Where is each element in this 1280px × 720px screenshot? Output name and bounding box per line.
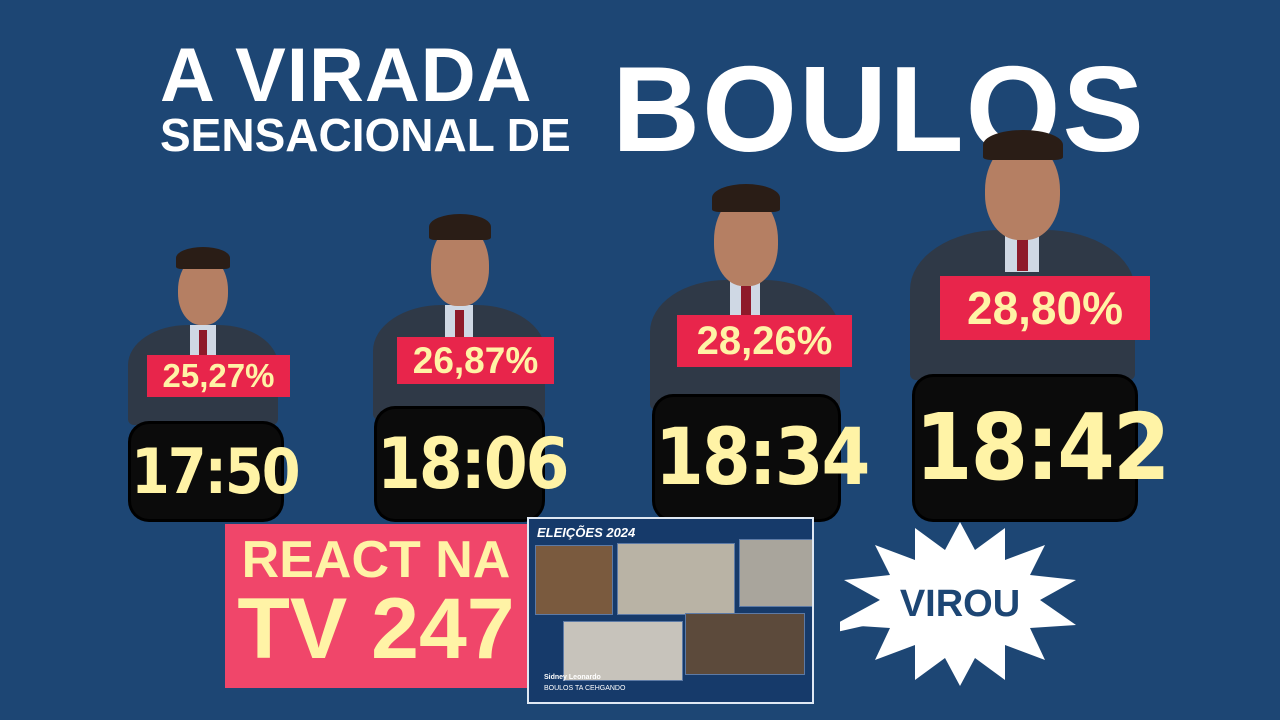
percent-badge-2: 26,87%: [397, 337, 554, 384]
percent-badge-1: 25,27%: [147, 355, 290, 397]
time-display-2: 18:06: [377, 409, 569, 519]
speaker-caption: BOULOS TA CEHGANDO: [544, 685, 626, 692]
participant-tile-1: [535, 545, 613, 615]
time-display-4: 18:42: [915, 377, 1170, 519]
candidate-photo-2: [373, 210, 545, 420]
burst-text: VIROU: [900, 583, 1020, 625]
participant-tile-5: [685, 613, 805, 675]
react-tv247-box: REACT NA TV 247: [225, 524, 527, 688]
participant-tile-2: [617, 543, 735, 615]
candidate-photo-3: [650, 180, 840, 410]
elections-banner: ELEIÇÕES 2024: [537, 525, 636, 540]
percent-badge-3: 28,26%: [677, 315, 852, 367]
starburst-shape: [844, 522, 1076, 686]
participant-tile-4: [563, 621, 683, 681]
video-call-screenshot: ELEIÇÕES 2024 Sidney Leonardo BOULOS TA …: [527, 517, 814, 704]
time-display-1: 17:50: [131, 424, 301, 519]
headline-line1: A VIRADA: [160, 33, 533, 118]
react-line1: REACT NA: [241, 531, 511, 589]
speaker-name: Sidney Leonardo: [544, 674, 601, 681]
candidate-photo-1: [128, 245, 278, 425]
percent-badge-4: 28,80%: [940, 276, 1150, 340]
participant-tile-3: [739, 539, 812, 607]
react-line2: TV 247: [237, 581, 515, 677]
candidate-photo-4: [910, 125, 1135, 380]
headline-line2: SENSACIONAL DE: [160, 109, 571, 161]
starburst-callout: VIROU: [840, 522, 1076, 686]
time-display-3: 18:34: [655, 397, 870, 519]
